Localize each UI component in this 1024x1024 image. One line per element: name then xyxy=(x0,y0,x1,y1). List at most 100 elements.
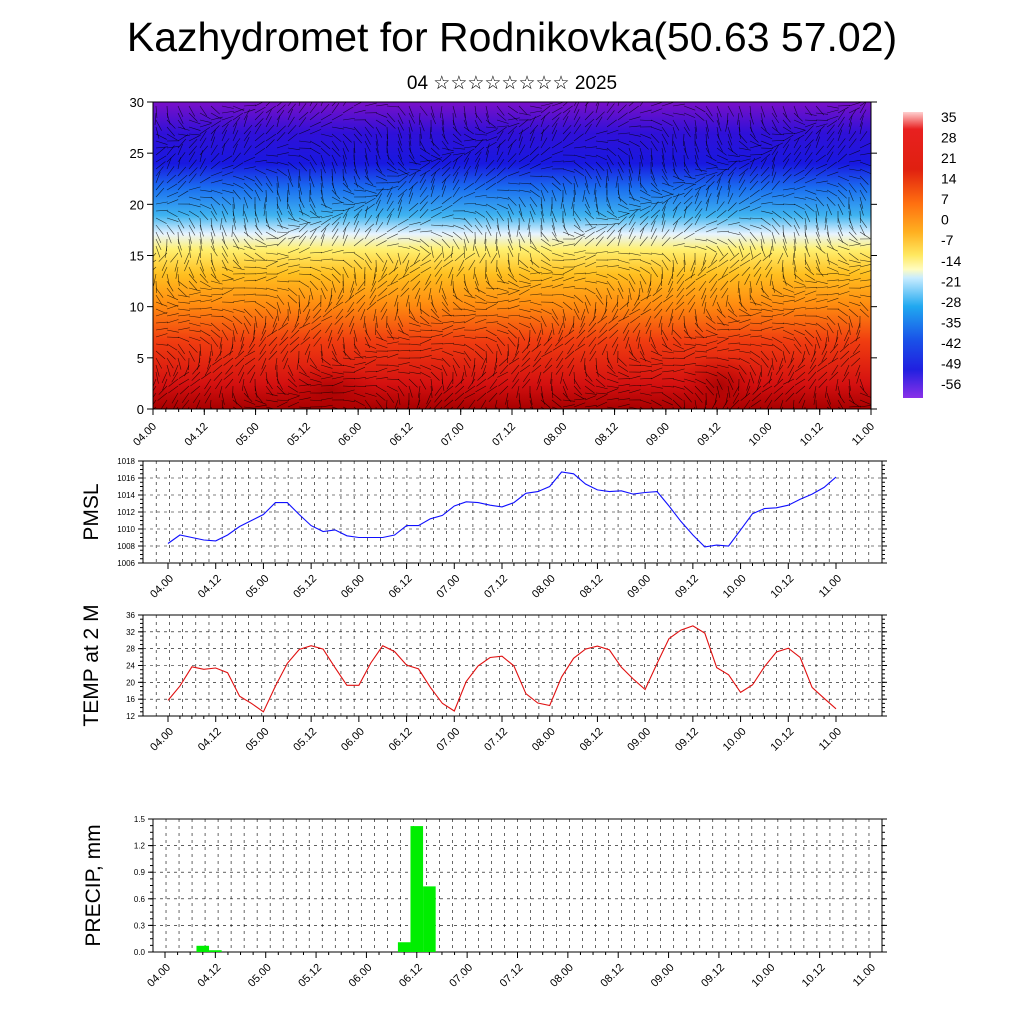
wind-barb xyxy=(353,385,366,388)
wind-barb xyxy=(342,385,355,387)
wind-barb xyxy=(793,322,806,327)
wind-barb xyxy=(499,385,509,395)
wind-barb xyxy=(837,175,850,182)
wind-barb xyxy=(826,266,839,272)
wind-barb xyxy=(721,287,729,299)
wind-barb xyxy=(771,224,780,235)
wind-barb xyxy=(716,192,720,205)
wind-barb xyxy=(408,301,411,314)
wind-barb xyxy=(859,252,871,259)
wind-barb xyxy=(345,308,355,318)
wind-barb xyxy=(232,108,245,114)
wind-barb xyxy=(265,243,278,247)
wind-barb xyxy=(386,147,390,160)
wind-barb xyxy=(331,228,339,240)
wind-barb xyxy=(529,245,541,253)
wind-barb xyxy=(386,133,389,146)
wind-barb xyxy=(837,231,844,244)
wind-barb xyxy=(672,399,682,409)
wind-barb xyxy=(408,161,421,165)
wind-barb xyxy=(584,271,597,275)
wind-barb xyxy=(751,392,762,402)
wind-barb xyxy=(507,280,519,287)
wind-barb xyxy=(850,336,861,345)
wind-barb xyxy=(783,378,795,385)
wind-barb xyxy=(738,319,751,324)
wind-barb xyxy=(650,154,654,167)
wind-barb xyxy=(196,252,201,265)
wind-barb xyxy=(584,357,586,371)
wind-barb xyxy=(441,167,451,177)
wind-barb xyxy=(859,196,864,209)
x-tick-label: 08.12 xyxy=(578,726,606,754)
wind-barb xyxy=(331,273,341,284)
wind-barb xyxy=(438,280,443,293)
wind-barb xyxy=(452,238,460,250)
wind-barb xyxy=(253,322,256,335)
wind-barb xyxy=(305,308,311,321)
x-tick-label: 06.12 xyxy=(397,962,425,990)
wind-barb xyxy=(848,243,861,247)
wind-barb xyxy=(540,285,553,289)
wind-barb xyxy=(771,313,784,317)
wind-barb xyxy=(298,390,311,394)
wind-barb xyxy=(507,182,520,185)
wind-barb xyxy=(349,322,355,335)
wind-barb xyxy=(353,329,358,342)
wind-barb xyxy=(564,336,575,345)
wind-barb xyxy=(309,252,322,254)
wind-barb xyxy=(397,362,410,366)
wind-barb xyxy=(639,383,652,387)
wind-barb xyxy=(793,343,802,354)
wind-barb xyxy=(573,287,586,290)
x-tick-label: 06.00 xyxy=(336,421,364,449)
wind-barb xyxy=(386,168,399,174)
wind-barb xyxy=(309,357,318,369)
wind-barb xyxy=(320,350,324,363)
wind-barb xyxy=(463,145,476,149)
wind-barb xyxy=(188,126,201,131)
wind-barb xyxy=(287,147,300,151)
wind-barb xyxy=(612,308,619,320)
wind-barb xyxy=(518,238,521,251)
wind-barb xyxy=(543,336,553,346)
wind-barb xyxy=(616,294,619,307)
wind-barb xyxy=(287,196,289,210)
wind-barb xyxy=(628,343,634,356)
wind-barb xyxy=(342,207,350,219)
wind-barb xyxy=(752,385,762,395)
wind-barb xyxy=(342,234,348,247)
wind-barb xyxy=(551,238,564,243)
wind-barb xyxy=(287,168,292,181)
wind-barb xyxy=(705,322,716,331)
wind-barb xyxy=(276,294,285,305)
wind-barb xyxy=(683,346,696,352)
wind-barb xyxy=(705,126,709,139)
wind-barb xyxy=(617,252,630,255)
wind-barb xyxy=(573,402,586,408)
wind-barb xyxy=(771,194,784,198)
wind-barb xyxy=(859,189,867,201)
wind-barb xyxy=(654,308,663,319)
wind-barb xyxy=(551,308,559,320)
wind-barb xyxy=(353,361,366,366)
wind-barb xyxy=(856,371,861,384)
wind-barb xyxy=(749,311,762,317)
wind-barb xyxy=(166,157,172,170)
wind-barb xyxy=(848,405,861,408)
wind-barb xyxy=(496,343,502,356)
wind-barb xyxy=(831,350,839,362)
wind-barb xyxy=(408,238,421,243)
wind-barb xyxy=(608,315,619,324)
wind-barb xyxy=(517,252,520,265)
y-axis-label: PMSL xyxy=(80,483,103,540)
wind-barb xyxy=(153,273,157,286)
wind-barb xyxy=(452,357,460,369)
wind-barb xyxy=(727,378,734,391)
wind-barb xyxy=(738,172,746,184)
wind-barb xyxy=(417,385,421,398)
wind-barb xyxy=(243,189,253,200)
wind-barb xyxy=(540,238,551,247)
wind-barb xyxy=(291,322,300,333)
wind-barb xyxy=(837,392,845,404)
